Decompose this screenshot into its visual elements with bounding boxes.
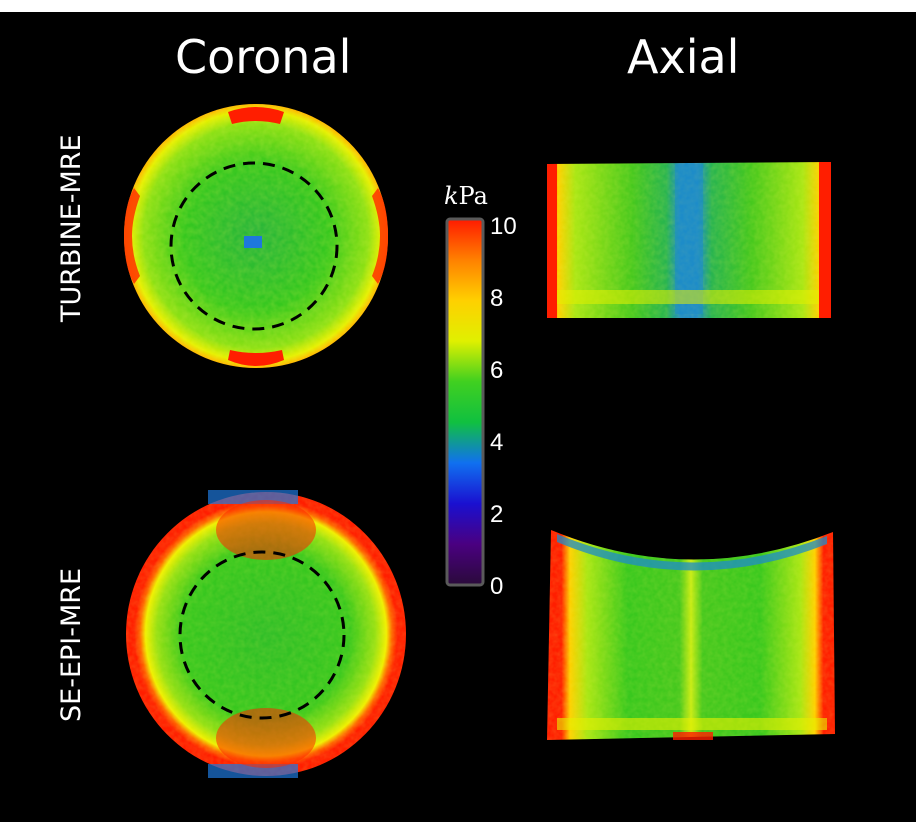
turbine-axial-map xyxy=(547,162,831,318)
turbine-axial-right-rim xyxy=(819,162,831,318)
se-epi-axial-map xyxy=(547,530,835,740)
colorbar-tick-label: 6 xyxy=(490,357,504,384)
colorbar xyxy=(445,217,485,587)
colorbar-tick-label: 0 xyxy=(490,573,504,600)
colorbar-tick-label: 8 xyxy=(490,285,504,312)
coronal-column-title: Coronal xyxy=(175,30,352,84)
colorbar-gradient xyxy=(445,217,485,587)
se-epi-mre-row-title: SE-EPI-MRE xyxy=(56,567,87,722)
se-epi-coronal-top-blue xyxy=(208,490,298,504)
colorbar-tick-label: 10 xyxy=(490,213,517,240)
turbine-coronal-roi-circle xyxy=(169,161,339,331)
colorbar-unit-label: kPa xyxy=(444,182,488,210)
turbine-coronal-blue-spot xyxy=(244,236,262,248)
turbine-mre-row-title: TURBINE-MRE xyxy=(56,134,87,322)
se-epi-coronal-roi-circle xyxy=(178,550,346,720)
turbine-coronal-bottom-rim xyxy=(228,350,284,366)
se-epi-axial-top-blue xyxy=(557,534,827,571)
turbine-axial-left-rim xyxy=(547,164,557,318)
stiffness-map-figure: Coronal Axial TURBINE-MRE SE-EPI-MRE xyxy=(0,12,916,822)
turbine-coronal-top-rim xyxy=(228,107,284,124)
turbine-coronal-map xyxy=(124,104,388,368)
axial-column-title: Axial xyxy=(627,30,740,84)
se-epi-coronal-bottom-blue xyxy=(208,764,298,778)
colorbar-tick-label: 4 xyxy=(490,429,504,456)
se-epi-coronal-map xyxy=(126,490,406,778)
colorbar-tick-label: 2 xyxy=(490,501,504,528)
